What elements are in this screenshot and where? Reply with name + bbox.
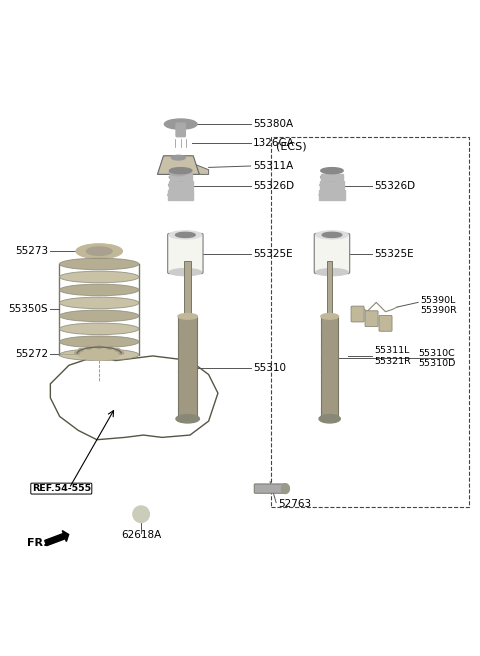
Text: 55325E: 55325E xyxy=(374,249,413,258)
Polygon shape xyxy=(193,164,209,174)
Bar xyxy=(320,181,344,189)
FancyBboxPatch shape xyxy=(168,234,203,274)
Ellipse shape xyxy=(169,169,188,176)
Text: 55310C
55310D: 55310C 55310D xyxy=(418,348,456,368)
Text: 55390L
55390R: 55390L 55390R xyxy=(420,296,457,316)
Ellipse shape xyxy=(119,351,124,355)
FancyBboxPatch shape xyxy=(254,484,287,493)
Ellipse shape xyxy=(169,231,202,239)
Bar xyxy=(272,137,469,507)
Ellipse shape xyxy=(60,349,139,361)
Bar xyxy=(178,316,197,419)
Ellipse shape xyxy=(77,347,121,360)
FancyBboxPatch shape xyxy=(379,316,392,331)
Bar xyxy=(169,174,192,180)
Ellipse shape xyxy=(107,346,112,350)
Ellipse shape xyxy=(319,415,340,423)
Text: 55272: 55272 xyxy=(15,348,48,359)
FancyBboxPatch shape xyxy=(176,123,185,136)
Text: (ECS): (ECS) xyxy=(276,142,307,152)
Ellipse shape xyxy=(321,174,343,180)
Ellipse shape xyxy=(178,314,197,319)
Ellipse shape xyxy=(169,268,202,276)
Ellipse shape xyxy=(78,348,84,352)
Text: 55350S: 55350S xyxy=(9,304,48,314)
Ellipse shape xyxy=(321,168,343,174)
Text: 55326D: 55326D xyxy=(253,181,294,191)
Ellipse shape xyxy=(322,232,342,237)
Text: 62618A: 62618A xyxy=(121,530,161,540)
Bar xyxy=(184,260,191,316)
Bar xyxy=(327,260,333,316)
Ellipse shape xyxy=(86,247,112,255)
Ellipse shape xyxy=(316,231,348,239)
Ellipse shape xyxy=(169,174,192,180)
Text: 55311L
55321R: 55311L 55321R xyxy=(374,346,410,365)
Text: 55273: 55273 xyxy=(15,246,48,256)
Text: FR.: FR. xyxy=(27,538,48,548)
Ellipse shape xyxy=(165,119,197,129)
Text: 55325E: 55325E xyxy=(253,249,292,258)
Circle shape xyxy=(133,506,149,523)
Bar xyxy=(168,190,193,200)
Ellipse shape xyxy=(96,345,102,349)
Ellipse shape xyxy=(86,346,92,350)
Text: 55326D: 55326D xyxy=(374,181,415,191)
Ellipse shape xyxy=(60,284,139,296)
Bar xyxy=(321,316,338,419)
Ellipse shape xyxy=(74,351,80,355)
Text: 55311A: 55311A xyxy=(253,161,293,171)
Ellipse shape xyxy=(176,415,199,423)
Polygon shape xyxy=(157,155,199,174)
Text: 55380A: 55380A xyxy=(253,119,293,129)
Text: 1326GA: 1326GA xyxy=(253,138,295,148)
Ellipse shape xyxy=(60,258,139,270)
Ellipse shape xyxy=(60,336,139,348)
FancyArrow shape xyxy=(45,531,69,546)
FancyBboxPatch shape xyxy=(314,234,349,274)
Ellipse shape xyxy=(168,192,193,198)
Bar xyxy=(319,190,345,200)
Ellipse shape xyxy=(171,155,185,160)
Ellipse shape xyxy=(316,268,348,276)
Ellipse shape xyxy=(168,182,193,188)
Ellipse shape xyxy=(176,232,195,237)
Bar xyxy=(321,174,343,180)
Text: 52763: 52763 xyxy=(278,499,312,509)
Ellipse shape xyxy=(76,244,122,258)
Text: 55310: 55310 xyxy=(253,363,286,373)
FancyBboxPatch shape xyxy=(351,306,364,322)
Ellipse shape xyxy=(115,348,120,352)
Ellipse shape xyxy=(169,168,192,174)
Ellipse shape xyxy=(321,314,338,319)
Ellipse shape xyxy=(60,323,139,335)
Ellipse shape xyxy=(60,271,139,283)
Bar xyxy=(169,181,192,189)
Ellipse shape xyxy=(60,310,139,321)
FancyBboxPatch shape xyxy=(365,311,378,327)
Ellipse shape xyxy=(281,483,289,494)
Text: REF.54-555: REF.54-555 xyxy=(32,484,91,493)
Ellipse shape xyxy=(60,297,139,309)
Ellipse shape xyxy=(320,182,344,188)
Ellipse shape xyxy=(319,192,345,198)
